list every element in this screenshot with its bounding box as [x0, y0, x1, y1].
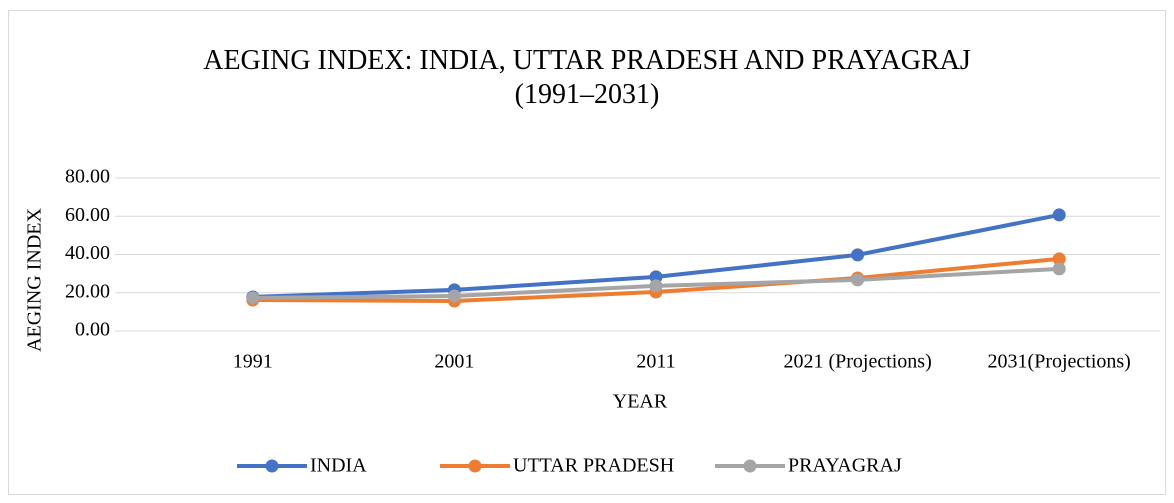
y-tick-label: 0.00 [75, 319, 110, 341]
chart-title: AEGING INDEX: INDIA, UTTAR PRADESH AND P… [203, 45, 971, 110]
data-point [851, 248, 865, 262]
data-point [1052, 262, 1066, 276]
x-tick-label: 2031(Projections) [988, 351, 1131, 373]
legend-marker [743, 459, 757, 473]
x-axis-label: YEAR [613, 391, 668, 413]
y-tick-label: 40.00 [65, 242, 110, 264]
y-axis-label: AEGING INDEX [24, 208, 46, 352]
y-tick-label: 80.00 [65, 166, 110, 188]
data-point [649, 270, 663, 284]
data-point [649, 279, 663, 293]
data-point [851, 273, 865, 287]
x-tick-label: 2011 [636, 351, 675, 373]
legend-marker [265, 459, 279, 473]
data-point [447, 289, 461, 303]
x-tick-label: 1991 [233, 351, 273, 373]
legend-marker [468, 459, 482, 473]
data-point [1052, 252, 1066, 266]
y-tick-label: 20.00 [65, 280, 110, 302]
y-tick-label: 60.00 [65, 204, 110, 226]
legend-label: PRAYAGRAJ [788, 455, 902, 477]
data-point [246, 291, 260, 305]
data-point [1052, 208, 1066, 222]
legend-label: INDIA [310, 455, 367, 477]
chart-frame [8, 10, 1166, 495]
x-tick-label: 2021 (Projections) [783, 351, 931, 373]
x-tick-label: 2001 [434, 351, 474, 373]
legend-label: UTTAR PRADESH [513, 455, 674, 477]
